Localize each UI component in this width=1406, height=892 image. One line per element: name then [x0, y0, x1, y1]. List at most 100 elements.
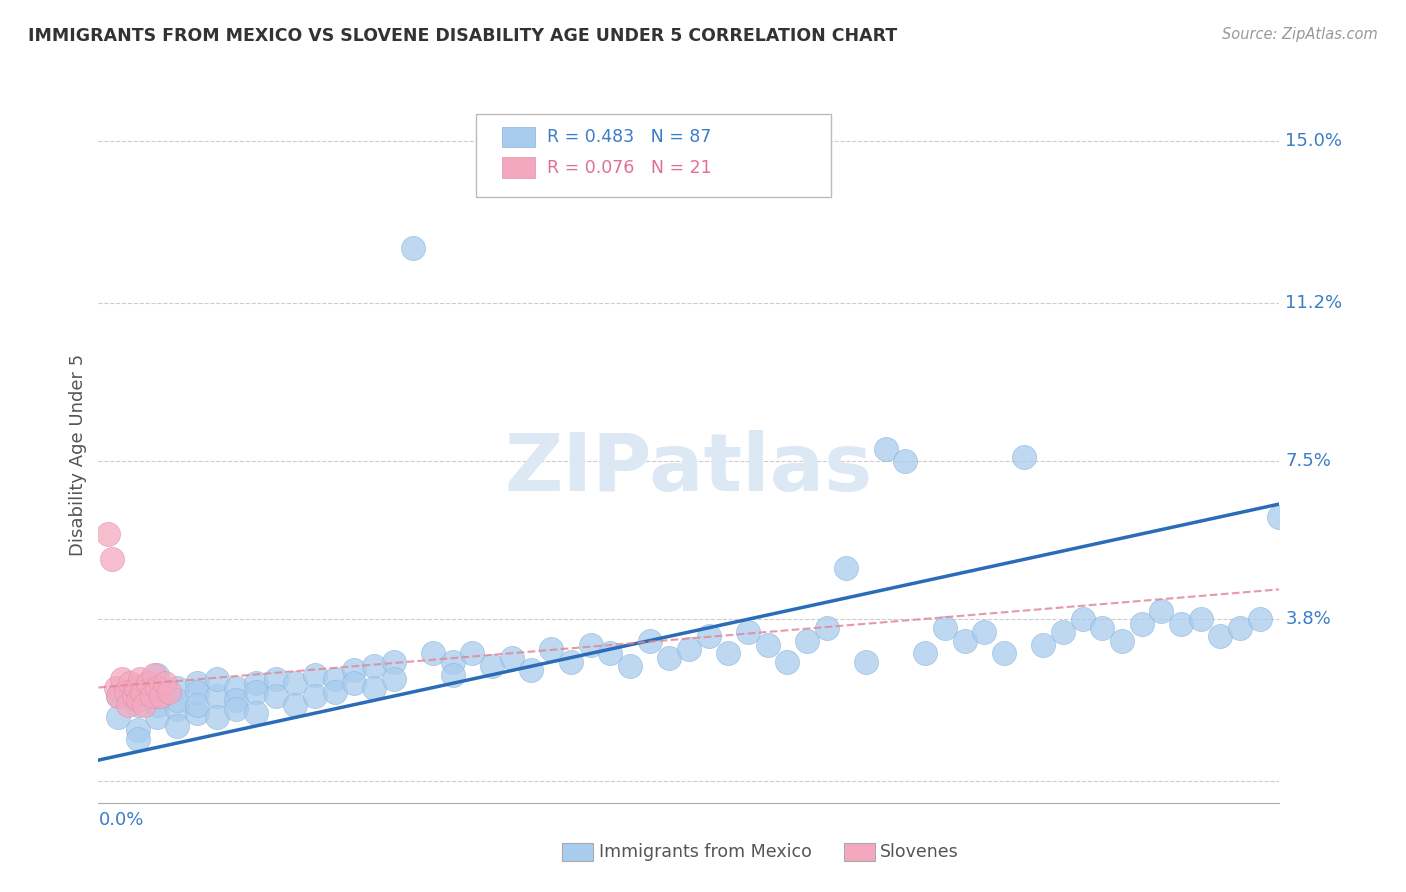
Point — [638, 633, 661, 648]
Point — [264, 689, 287, 703]
Point — [599, 647, 621, 661]
Point — [146, 667, 169, 681]
Point — [1209, 629, 1232, 643]
Point — [382, 655, 405, 669]
Point — [225, 681, 247, 695]
Point — [579, 638, 602, 652]
Point — [107, 689, 129, 703]
Point — [284, 676, 307, 690]
Point — [953, 633, 976, 648]
Point — [717, 647, 740, 661]
Point — [111, 672, 134, 686]
FancyBboxPatch shape — [502, 157, 536, 178]
Point — [560, 655, 582, 669]
Point — [323, 672, 346, 686]
Point — [1249, 612, 1271, 626]
Text: Immigrants from Mexico: Immigrants from Mexico — [599, 843, 811, 861]
Point — [127, 698, 149, 712]
Point — [1189, 612, 1212, 626]
Point — [875, 442, 897, 456]
Point — [166, 693, 188, 707]
Text: Source: ZipAtlas.com: Source: ZipAtlas.com — [1222, 27, 1378, 42]
Point — [146, 710, 169, 724]
Point — [697, 629, 720, 643]
Point — [157, 685, 180, 699]
Point — [132, 698, 155, 712]
Point — [225, 702, 247, 716]
Point — [540, 642, 562, 657]
Point — [756, 638, 779, 652]
Point — [678, 642, 700, 657]
FancyBboxPatch shape — [502, 127, 536, 147]
Point — [127, 723, 149, 738]
Text: 7.5%: 7.5% — [1285, 452, 1331, 470]
Point — [934, 621, 956, 635]
Point — [1150, 604, 1173, 618]
Point — [115, 685, 138, 699]
Point — [796, 633, 818, 648]
Point — [284, 698, 307, 712]
Point — [501, 650, 523, 665]
Point — [1170, 616, 1192, 631]
Point — [520, 664, 543, 678]
Point — [343, 664, 366, 678]
Point — [776, 655, 799, 669]
Point — [166, 681, 188, 695]
Point — [402, 241, 425, 255]
Point — [914, 647, 936, 661]
Text: 3.8%: 3.8% — [1285, 610, 1331, 628]
Text: 15.0%: 15.0% — [1285, 132, 1343, 150]
Point — [1052, 625, 1074, 640]
Point — [205, 672, 228, 686]
Point — [441, 667, 464, 681]
Text: 0.0%: 0.0% — [98, 811, 143, 830]
Point — [481, 659, 503, 673]
Point — [1130, 616, 1153, 631]
Point — [855, 655, 877, 669]
Point — [97, 527, 120, 541]
Point — [835, 561, 858, 575]
Point — [186, 698, 208, 712]
Point — [166, 702, 188, 716]
Point — [363, 681, 385, 695]
Point — [105, 681, 128, 695]
Point — [117, 698, 139, 712]
Point — [245, 685, 267, 699]
Point — [141, 689, 163, 703]
Point — [125, 681, 148, 695]
Point — [1091, 621, 1114, 635]
Point — [1032, 638, 1054, 652]
Point — [993, 647, 1015, 661]
Point — [1268, 509, 1291, 524]
Point — [304, 667, 326, 681]
Point — [1229, 621, 1251, 635]
Point — [131, 685, 153, 699]
Text: Slovenes: Slovenes — [880, 843, 959, 861]
Point — [205, 689, 228, 703]
Point — [973, 625, 995, 640]
Text: 11.2%: 11.2% — [1285, 294, 1343, 312]
Point — [186, 706, 208, 721]
Point — [323, 685, 346, 699]
Text: IMMIGRANTS FROM MEXICO VS SLOVENE DISABILITY AGE UNDER 5 CORRELATION CHART: IMMIGRANTS FROM MEXICO VS SLOVENE DISABI… — [28, 27, 897, 45]
Text: R = 0.076   N = 21: R = 0.076 N = 21 — [547, 159, 711, 177]
Point — [658, 650, 681, 665]
Point — [441, 655, 464, 669]
Point — [264, 672, 287, 686]
Point — [737, 625, 759, 640]
Point — [205, 710, 228, 724]
Point — [101, 552, 124, 566]
Text: ZIPatlas: ZIPatlas — [505, 430, 873, 508]
Point — [155, 676, 177, 690]
Point — [146, 698, 169, 712]
Point — [127, 681, 149, 695]
Point — [894, 454, 917, 468]
Point — [166, 719, 188, 733]
Point — [245, 676, 267, 690]
Point — [225, 693, 247, 707]
Point — [146, 689, 169, 703]
Point — [382, 672, 405, 686]
Point — [136, 676, 159, 690]
Point — [107, 689, 129, 703]
Point — [815, 621, 838, 635]
